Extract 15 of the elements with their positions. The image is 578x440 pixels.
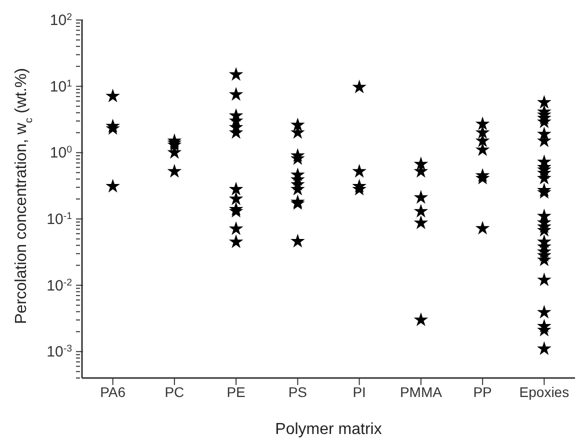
- y-tick-label: 10$^{-2}$: [46, 276, 72, 294]
- x-tick-label: PS: [288, 384, 308, 400]
- x-tick-label: PI: [352, 384, 366, 400]
- x-tick-label: Epoxies: [519, 384, 570, 400]
- y-tick-label: 10$^{-1}$: [46, 210, 72, 228]
- y-tick-label: 10$^{2}$: [50, 12, 72, 29]
- x-tick-label: PC: [164, 384, 184, 400]
- x-axis-title: Polymer matrix: [275, 421, 382, 438]
- y-tick-label: 10$^{0}$: [50, 144, 73, 162]
- y-tick-label: 10$^{1}$: [50, 78, 72, 96]
- x-tick-label: PMMA: [400, 384, 443, 400]
- x-tick-label: PP: [473, 384, 492, 400]
- x-tick-label: PA6: [100, 384, 126, 400]
- x-tick-label: PE: [226, 384, 246, 400]
- y-tick-label: 10$^{-3}$: [46, 343, 72, 361]
